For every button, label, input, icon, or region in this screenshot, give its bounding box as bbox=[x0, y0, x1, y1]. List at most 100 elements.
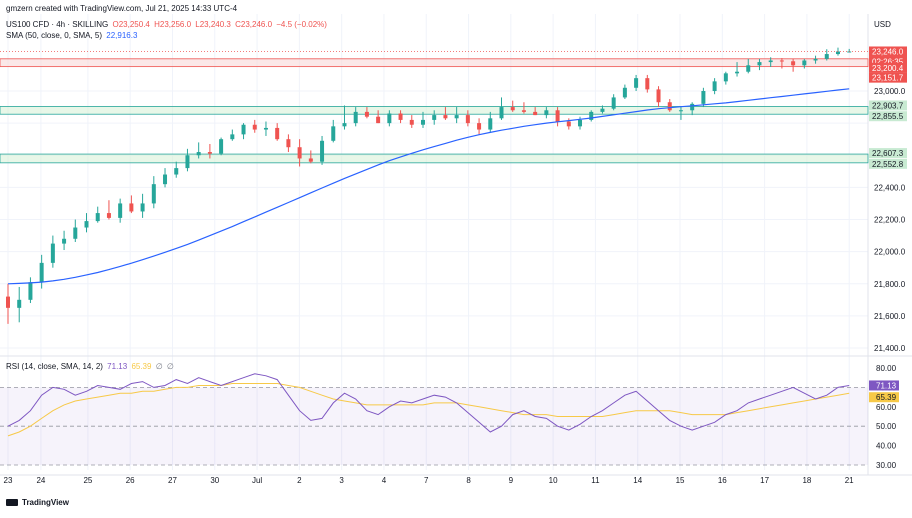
rsi-tick-label: 30.00 bbox=[876, 461, 897, 470]
candle-up bbox=[757, 62, 762, 66]
candle-up bbox=[499, 107, 504, 119]
candle-down bbox=[791, 61, 796, 66]
tradingview-logo-text: TradingView bbox=[22, 498, 69, 507]
rsi-tick-label: 60.00 bbox=[876, 403, 897, 412]
candle-up bbox=[174, 168, 179, 175]
time-tick-label: 4 bbox=[382, 476, 387, 485]
time-tick-label: 14 bbox=[633, 476, 642, 485]
candle-down bbox=[566, 121, 571, 127]
price-tick-label: 22,000.0 bbox=[874, 248, 906, 257]
candle-up bbox=[420, 119, 425, 125]
time-tick-label: 30 bbox=[210, 476, 219, 485]
candle-down bbox=[521, 110, 526, 112]
candle-up bbox=[241, 124, 246, 135]
price-label-box bbox=[869, 148, 907, 159]
rsi-line bbox=[7, 373, 850, 433]
candle-down bbox=[443, 115, 448, 119]
tradingview-logo-icon bbox=[6, 499, 18, 507]
candle-up bbox=[320, 140, 325, 162]
candle-up bbox=[263, 127, 268, 130]
rsi-ma-value-box bbox=[869, 392, 899, 403]
ohlc-high: H23,256.0 bbox=[154, 20, 192, 29]
rsi-extra-2: ∅ bbox=[166, 362, 174, 371]
price-tick-label: 22,200.0 bbox=[874, 216, 906, 225]
ohlc-low: L23,240.3 bbox=[195, 20, 231, 29]
candle-up bbox=[17, 299, 22, 308]
candle-down bbox=[409, 119, 414, 125]
candle-up bbox=[678, 110, 683, 112]
time-tick-label: 2 bbox=[297, 476, 302, 485]
candle-up bbox=[28, 282, 33, 300]
candle-down bbox=[376, 116, 381, 124]
time-tick-label: 10 bbox=[549, 476, 558, 485]
candle-up bbox=[196, 152, 201, 156]
candle-down bbox=[275, 127, 280, 140]
currency-label[interactable]: USD bbox=[874, 20, 891, 29]
candle-up bbox=[768, 60, 773, 63]
price-tick-label: 23,000.0 bbox=[874, 87, 906, 96]
candle-up bbox=[634, 78, 639, 88]
candle-up bbox=[813, 58, 818, 61]
time-tick-label: 23 bbox=[4, 476, 13, 485]
sma-label: SMA (50, close, 0, SMA, 5) bbox=[6, 31, 103, 40]
candle-down bbox=[129, 203, 134, 212]
candle-down bbox=[645, 78, 650, 90]
candle-down bbox=[297, 147, 302, 159]
rsi-value-box-text: 71.13 bbox=[876, 381, 897, 390]
candle-up bbox=[578, 119, 583, 127]
candle-up bbox=[39, 262, 44, 283]
price-tick-label: 22,400.0 bbox=[874, 183, 906, 192]
time-tick-label: 17 bbox=[760, 476, 769, 485]
candle-up bbox=[163, 174, 168, 185]
candle-down bbox=[667, 102, 672, 111]
candle-up bbox=[835, 51, 840, 55]
rsi-tick-label: 80.00 bbox=[876, 364, 897, 373]
candle-down bbox=[656, 89, 661, 103]
candle-up bbox=[611, 97, 616, 109]
price-label-text: 22,855.5 bbox=[872, 112, 904, 121]
candle-up bbox=[50, 243, 55, 263]
candle-up bbox=[140, 203, 145, 212]
ohlc-change: −4.5 (−0.02%) bbox=[276, 20, 327, 29]
rsi-legend[interactable]: RSI (14, close, SMA, 14, 2) 71.13 65.39 … bbox=[6, 362, 176, 371]
candle-up bbox=[353, 111, 358, 124]
time-tick-label: 18 bbox=[802, 476, 811, 485]
rsi-ma-value-box-text: 65.39 bbox=[876, 393, 897, 402]
candle-up bbox=[331, 126, 336, 141]
tradingview-logo: TradingView bbox=[6, 498, 69, 507]
rsi-extra-1: ∅ bbox=[155, 362, 163, 371]
candle-up bbox=[723, 73, 728, 82]
price-label-text: 22,607.3 bbox=[872, 149, 904, 158]
candle-up bbox=[342, 123, 347, 127]
price-tick-label: 21,800.0 bbox=[874, 280, 906, 289]
candle-up bbox=[387, 113, 392, 124]
sma-legend[interactable]: SMA (50, close, 0, SMA, 5) 22,916.3 bbox=[6, 31, 139, 40]
price-label-text: 02:26:35 bbox=[872, 57, 904, 66]
time-tick-label: 9 bbox=[509, 476, 514, 485]
candle-up bbox=[824, 54, 829, 59]
credit-text: gmzern created with TradingView.com, Jul… bbox=[6, 4, 238, 13]
candle-up bbox=[84, 221, 89, 228]
candle-up bbox=[488, 118, 493, 130]
credit-line: gmzern created with TradingView.com, Jul… bbox=[6, 4, 239, 13]
candle-up bbox=[600, 108, 605, 112]
rsi-ma-value: 65.39 bbox=[131, 362, 152, 371]
candle-up bbox=[118, 203, 123, 218]
candle-down bbox=[364, 111, 369, 117]
time-tick-label: 24 bbox=[36, 476, 45, 485]
price-label-box bbox=[869, 100, 907, 111]
candle-up bbox=[589, 111, 594, 120]
candle-up bbox=[230, 134, 235, 140]
time-tick-label: 8 bbox=[466, 476, 471, 485]
sma-line bbox=[7, 88, 850, 285]
candle-up bbox=[73, 227, 78, 239]
symbol-name[interactable]: US100 CFD · 4h · SKILLING bbox=[6, 20, 109, 29]
candle-up bbox=[746, 65, 751, 72]
price-label-box bbox=[869, 158, 907, 169]
candle-down bbox=[510, 107, 515, 111]
rsi-label: RSI (14, close, SMA, 14, 2) bbox=[6, 362, 103, 371]
candle-up bbox=[847, 51, 852, 53]
resistance-zone-0 bbox=[0, 58, 869, 68]
candle-up bbox=[735, 71, 740, 74]
